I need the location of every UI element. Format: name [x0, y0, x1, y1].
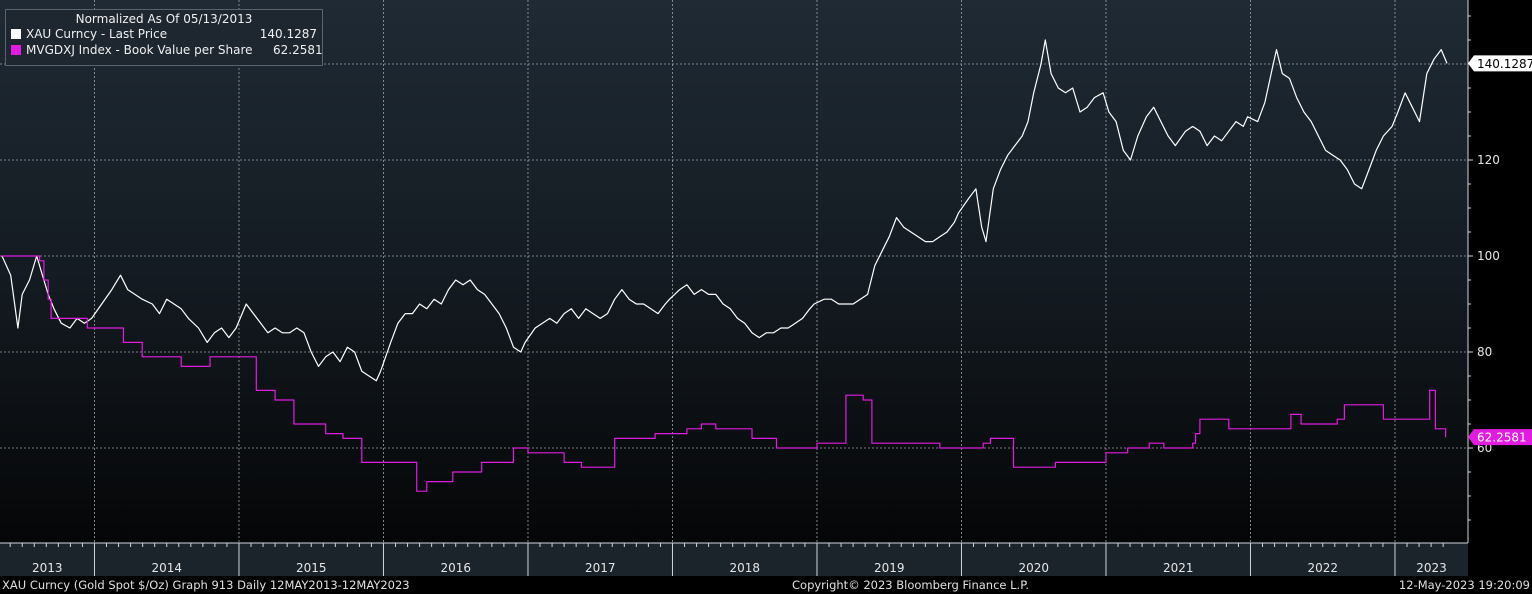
- last-value-label-0: 140.1287: [1477, 57, 1532, 71]
- x-tick-label-2023: 2023: [1416, 561, 1447, 575]
- y-tick-label-120: 120: [1477, 153, 1500, 167]
- legend-value-xau: 140.1287: [259, 27, 317, 41]
- x-tick-label-2013: 2013: [32, 561, 63, 575]
- y-tick-label-80: 80: [1477, 345, 1492, 359]
- legend-value-mvgdxj: 62.2581: [273, 43, 323, 57]
- x-tick-label-2017: 2017: [585, 561, 616, 575]
- last-value-tag-1: [1468, 429, 1532, 446]
- x-tick-label-2018: 2018: [729, 561, 760, 575]
- chart-svg: 6080100120140201320142015201620172018201…: [0, 0, 1532, 576]
- legend-item-xau: XAU Curncy - Last Price 140.1287: [11, 27, 317, 42]
- legend: Normalized As Of 05/13/2013 XAU Curncy -…: [5, 9, 323, 66]
- series-line-0: [1, 39, 1448, 382]
- legend-swatch-xau: [11, 29, 21, 39]
- last-value-label-1: 62.2581: [1477, 431, 1527, 445]
- series-line-1: [2, 255, 1447, 492]
- x-tick-label-2014: 2014: [151, 561, 182, 575]
- y-tick-label-100: 100: [1477, 249, 1500, 263]
- footer-copyright: Copyright© 2023 Bloomberg Finance L.P.: [792, 578, 1029, 592]
- footer-timestamp: 12-May-2023 19:20:09: [1398, 578, 1530, 592]
- legend-item-mvgdxj: MVGDXJ Index - Book Value per Share 62.2…: [11, 43, 323, 58]
- x-tick-label-2020: 2020: [1018, 561, 1049, 575]
- footer-bar: XAU Curncy (Gold Spot $/Oz) Graph 913 Da…: [0, 576, 1532, 594]
- x-tick-label-2016: 2016: [440, 561, 471, 575]
- x-tick-label-2019: 2019: [874, 561, 905, 575]
- legend-label-mvgdxj: MVGDXJ Index - Book Value per Share: [26, 43, 253, 57]
- x-tick-label-2015: 2015: [296, 561, 327, 575]
- last-value-tag-0: [1468, 55, 1532, 72]
- footer-security-info: XAU Curncy (Gold Spot $/Oz) Graph 913 Da…: [2, 578, 410, 592]
- legend-swatch-mvgdxj: [11, 45, 21, 55]
- x-tick-label-2021: 2021: [1163, 561, 1194, 575]
- x-tick-label-2022: 2022: [1307, 561, 1338, 575]
- legend-title: Normalized As Of 05/13/2013: [75, 12, 253, 26]
- legend-label-xau: XAU Curncy - Last Price: [26, 27, 168, 41]
- x-axis-band: [0, 543, 1468, 576]
- plot-area: [0, 0, 1468, 543]
